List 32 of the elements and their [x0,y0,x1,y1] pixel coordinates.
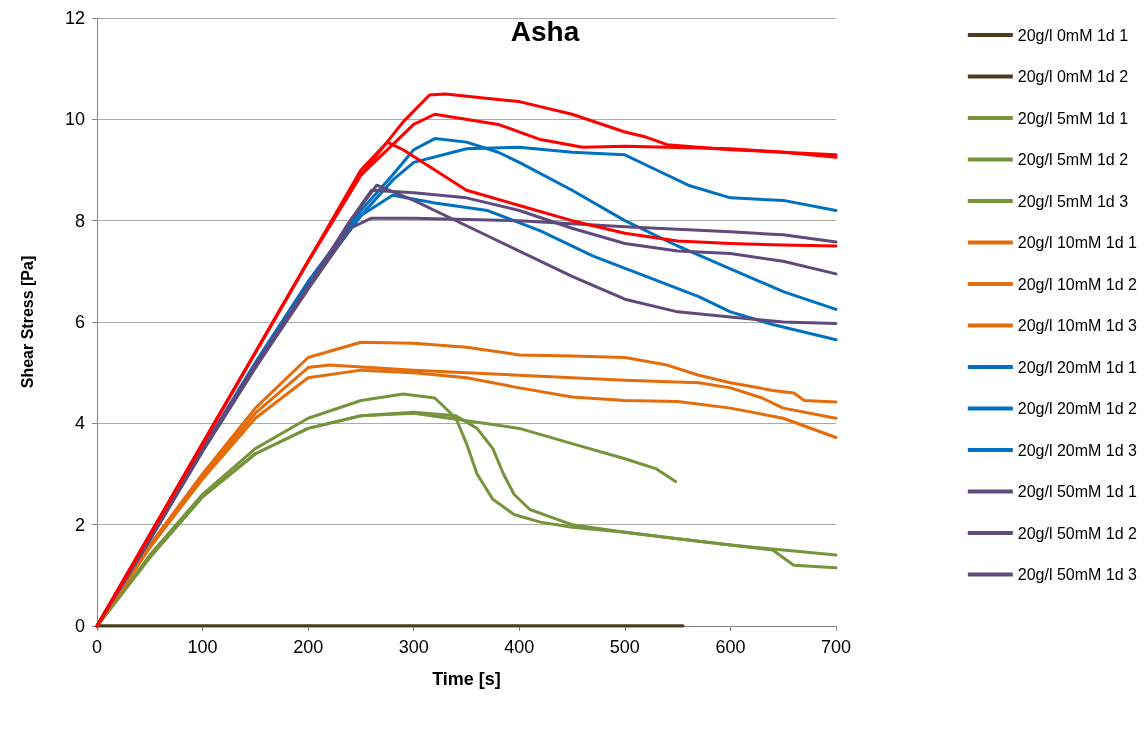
legend-label: 20g/l 10mM 1d 2 [1017,275,1138,293]
legend-label: 20g/l 5mM 1d 2 [1017,151,1129,168]
y-tick-label: 12 [64,8,85,28]
legend-label: 20g/l 5mM 1d 1 [1017,109,1129,127]
y-tick-label: 0 [74,616,85,636]
legend-label: 20g/l 20mM 1d 2 [1017,400,1138,417]
legend-label: 20g/l 50mM 1d 1 [1017,483,1138,500]
y-tick-label: 2 [74,514,85,535]
y-tick-label: 4 [74,413,85,434]
y-tick-label: 6 [74,312,85,332]
legend-label: 20g/l 0mM 1d 2 [1017,68,1129,85]
legend-label: 20g/l 0mM 1d 1 [1017,26,1129,44]
legend-label: 20g/l 10mM 1d 3 [1017,317,1138,334]
x-tick-label: 0 [91,637,103,657]
y-tick-label: 8 [74,210,85,231]
x-tick-label: 100 [187,637,218,657]
legend-label: 20g/l 20mM 1d 1 [1017,358,1138,376]
x-tick-label: 300 [398,637,429,657]
legend-label: 20g/l 5mM 1d 3 [1017,192,1129,210]
legend-label: 20g/l 50mM 1d 3 [1017,566,1138,583]
x-tick-label: 500 [609,637,640,657]
x-tick-label: 200 [293,637,324,657]
x-tick-label: 700 [820,637,852,657]
legend-label: 20g/l 50mM 1d 2 [1017,524,1138,542]
x-tick-label: 600 [715,637,746,657]
y-axis-title: Shear Stress [Pa] [18,255,36,389]
legend-label: 20g/l 10mM 1d 1 [1017,234,1138,251]
x-axis-title: Time [s] [432,669,501,689]
y-tick-label: 10 [64,109,85,130]
x-tick-label: 400 [504,637,535,657]
legend-label: 20g/l 20mM 1d 3 [1017,441,1138,459]
chart-title: Asha [510,15,580,47]
